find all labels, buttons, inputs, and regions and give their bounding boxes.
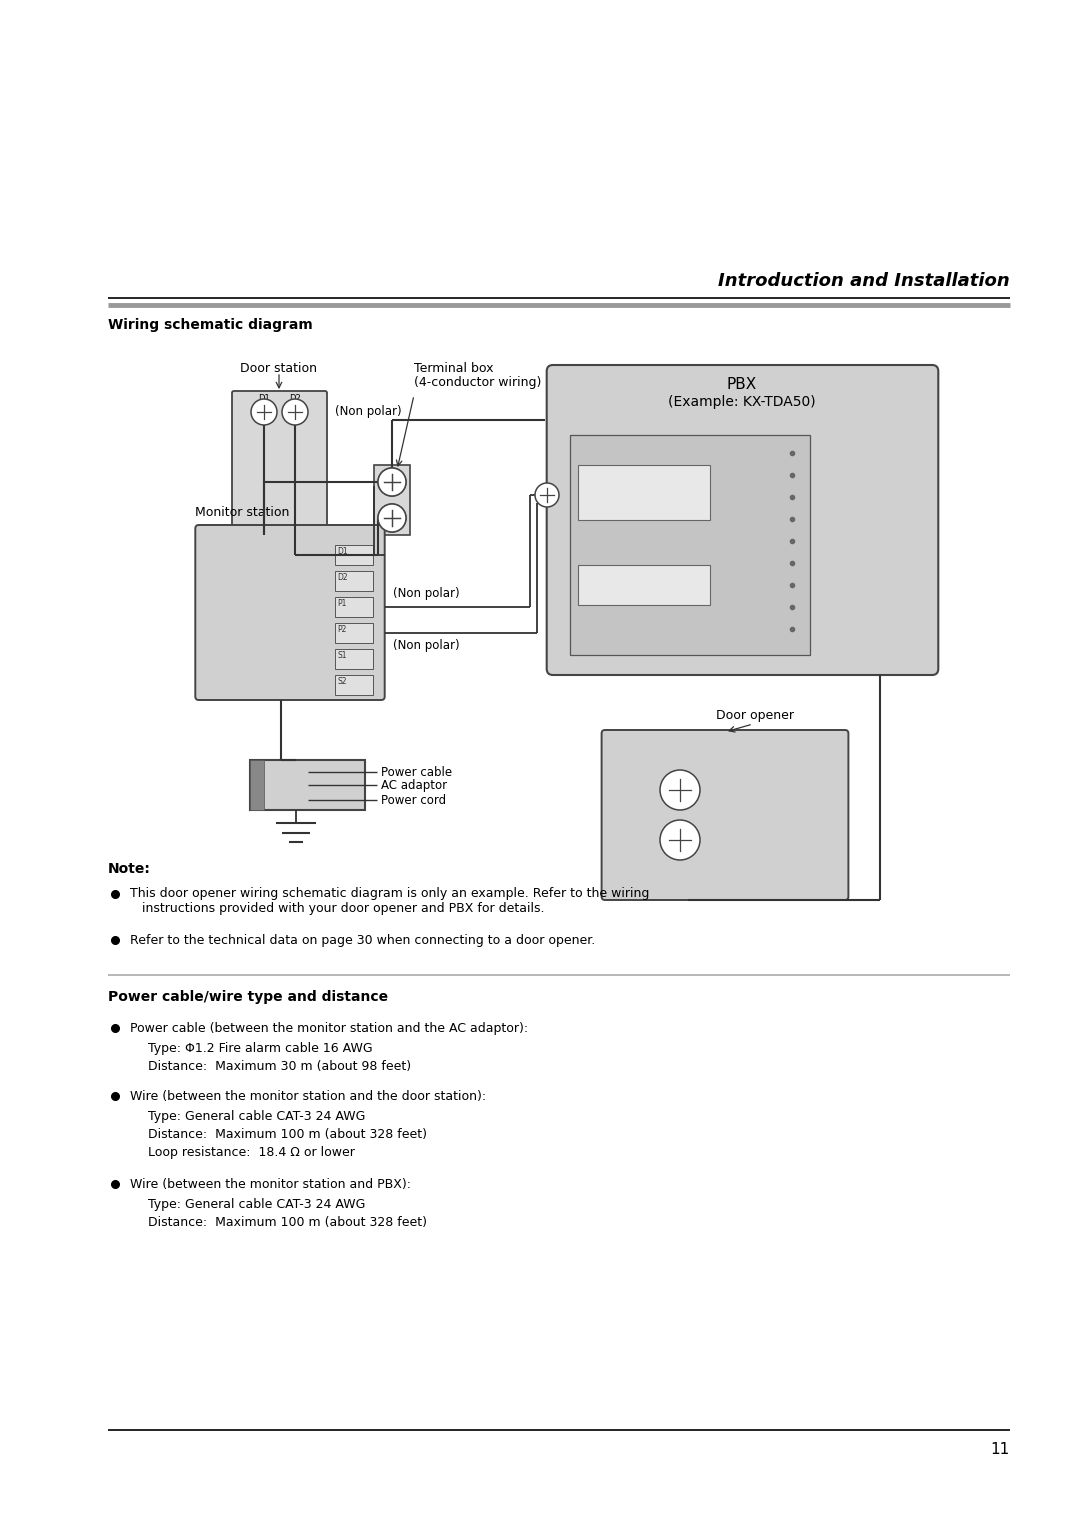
Text: D2: D2 [337, 573, 348, 582]
Text: Type: General cable CAT-3 24 AWG: Type: General cable CAT-3 24 AWG [148, 1198, 365, 1212]
Bar [335, 597, 373, 617]
Circle shape [378, 504, 406, 532]
Text: PBX: PBX [727, 377, 757, 393]
Circle shape [378, 504, 406, 532]
Text: Refer to the technical data on page 30 when connecting to a door opener.: Refer to the technical data on page 30 w… [130, 934, 595, 947]
FancyBboxPatch shape [195, 526, 384, 700]
Bar [374, 465, 410, 535]
Circle shape [378, 468, 406, 497]
Bar [335, 675, 373, 695]
Text: Wire (between the monitor station and the door station):: Wire (between the monitor station and th… [130, 1089, 486, 1103]
Bar [335, 623, 373, 643]
Circle shape [535, 483, 559, 507]
Bar [249, 759, 365, 810]
Text: Door station: Door station [241, 362, 318, 374]
Text: This door opener wiring schematic diagram is only an example. Refer to the wirin: This door opener wiring schematic diagra… [130, 886, 649, 915]
Bar [335, 545, 373, 565]
FancyBboxPatch shape [546, 365, 939, 675]
Text: Door opener: Door opener [716, 709, 794, 723]
Circle shape [282, 399, 308, 425]
Text: P2: P2 [337, 625, 347, 634]
Text: S2: S2 [337, 677, 347, 686]
Text: Note:: Note: [108, 862, 151, 876]
Text: (Non polar): (Non polar) [335, 405, 402, 419]
Text: S1: S1 [337, 651, 347, 660]
Circle shape [251, 399, 276, 425]
Text: Type: General cable CAT-3 24 AWG: Type: General cable CAT-3 24 AWG [148, 1109, 365, 1123]
Text: D1: D1 [258, 394, 270, 403]
Text: (Non polar): (Non polar) [393, 640, 460, 652]
Text: Power cable/wire type and distance: Power cable/wire type and distance [108, 990, 388, 1004]
Bar [335, 571, 373, 591]
Text: Power cable: Power cable [381, 766, 453, 778]
Circle shape [660, 770, 700, 810]
Text: Distance:  Maximum 30 m (about 98 feet): Distance: Maximum 30 m (about 98 feet) [148, 1060, 411, 1073]
Text: Introduction and Installation: Introduction and Installation [718, 272, 1010, 290]
Text: D2: D2 [289, 394, 301, 403]
Text: Wiring schematic diagram: Wiring schematic diagram [108, 318, 313, 332]
Text: (Example: KX-TDA50): (Example: KX-TDA50) [669, 396, 815, 410]
Text: AC adaptor: AC adaptor [381, 778, 447, 792]
Text: D1: D1 [337, 547, 348, 556]
Text: Power cord: Power cord [381, 793, 446, 807]
Bar [249, 759, 264, 810]
Text: 11: 11 [990, 1442, 1010, 1458]
Text: Distance:  Maximum 100 m (about 328 feet): Distance: Maximum 100 m (about 328 feet) [148, 1216, 427, 1229]
Text: Loop resistance:  18.4 Ω or lower: Loop resistance: 18.4 Ω or lower [148, 1146, 355, 1160]
Bar [578, 465, 710, 520]
Circle shape [378, 468, 406, 497]
Text: P1: P1 [337, 599, 347, 608]
Bar [578, 565, 710, 605]
Text: Distance:  Maximum 100 m (about 328 feet): Distance: Maximum 100 m (about 328 feet) [148, 1128, 427, 1141]
Text: (4-conductor wiring): (4-conductor wiring) [414, 376, 541, 390]
Text: Wire (between the monitor station and PBX):: Wire (between the monitor station and PB… [130, 1178, 411, 1190]
Bar [335, 649, 373, 669]
Text: Power cable (between the monitor station and the AC adaptor):: Power cable (between the monitor station… [130, 1022, 528, 1034]
Text: Type: Φ1.2 Fire alarm cable 16 AWG: Type: Φ1.2 Fire alarm cable 16 AWG [148, 1042, 373, 1054]
Text: Terminal box: Terminal box [414, 362, 494, 374]
Bar [570, 435, 810, 656]
FancyBboxPatch shape [602, 730, 849, 900]
FancyBboxPatch shape [232, 391, 327, 533]
Text: (Non polar): (Non polar) [393, 587, 460, 601]
Circle shape [660, 821, 700, 860]
Text: Monitor station: Monitor station [195, 506, 289, 520]
